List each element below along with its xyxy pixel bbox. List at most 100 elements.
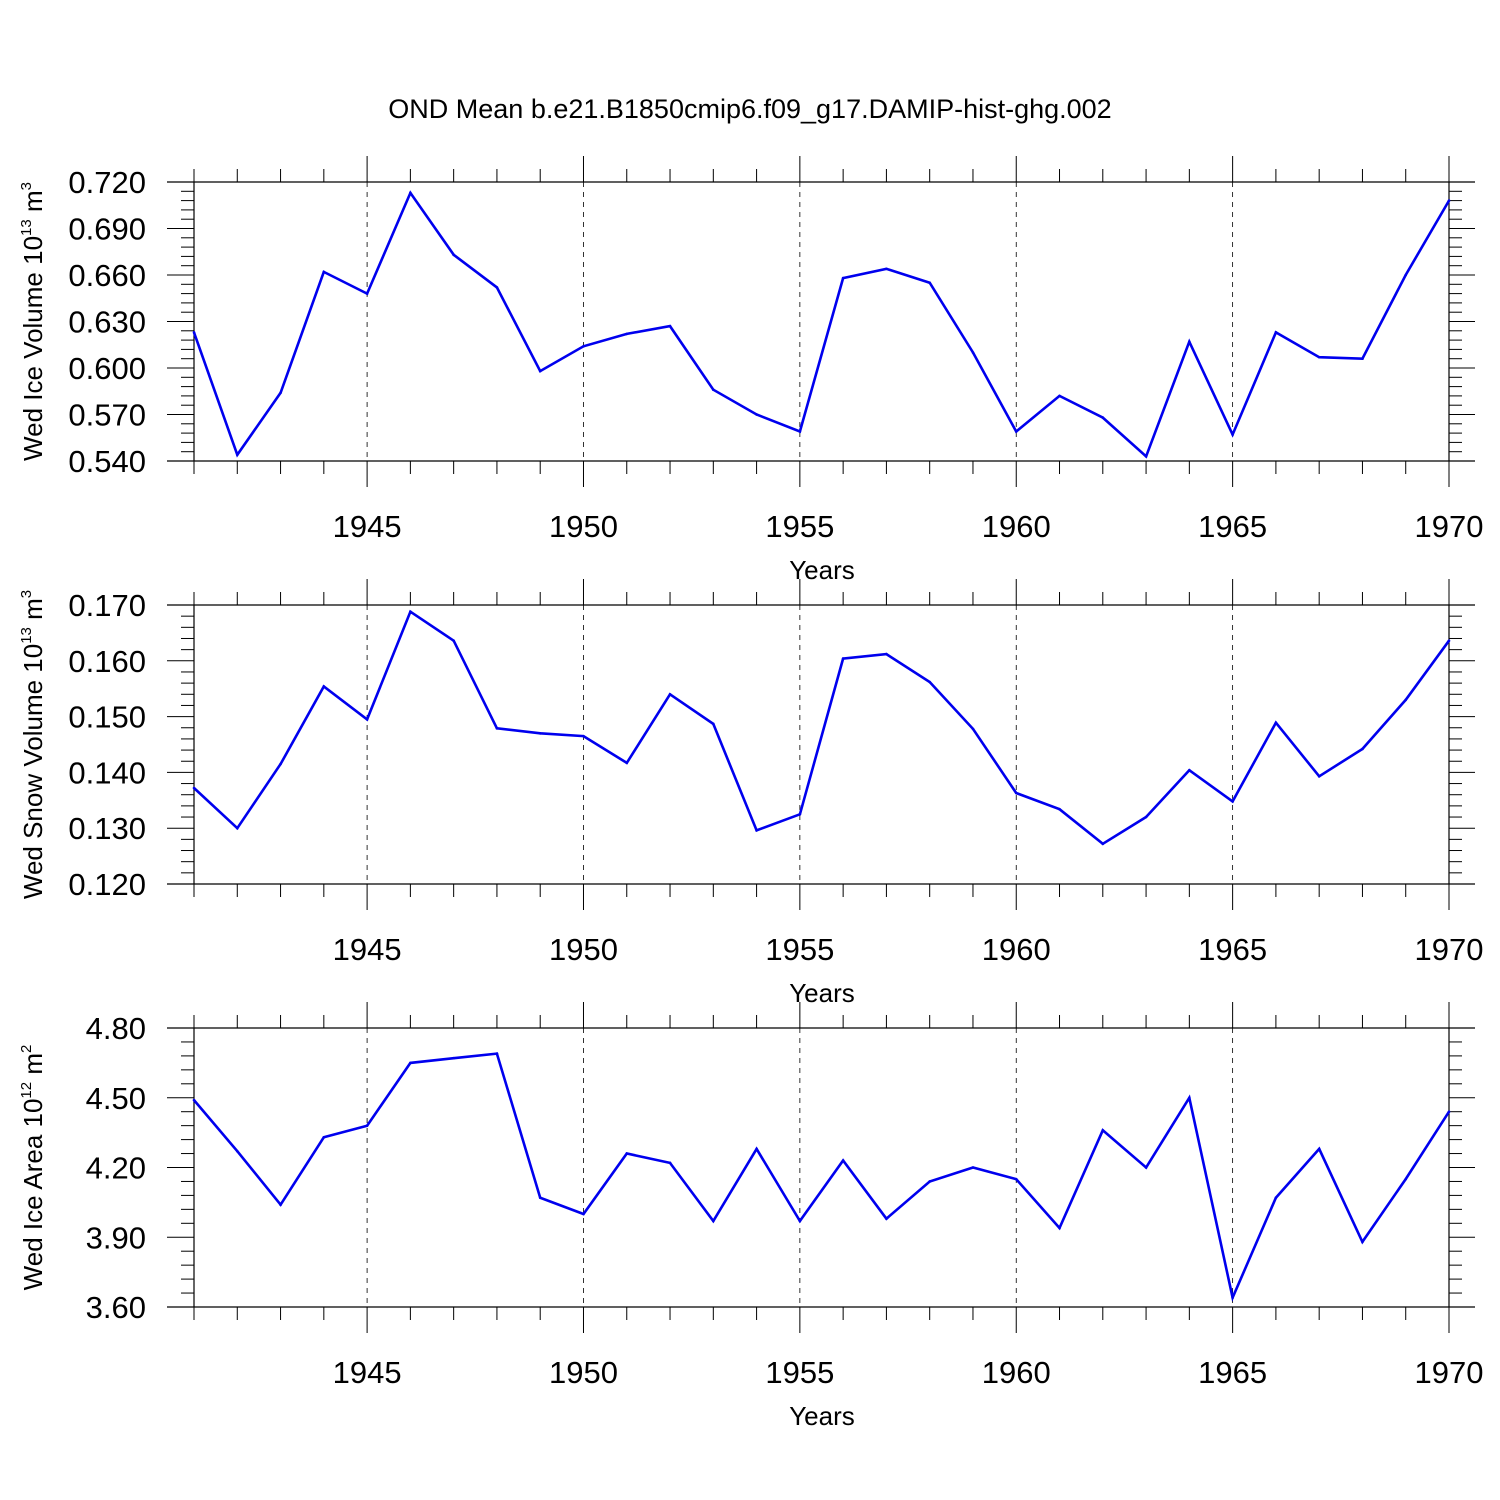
data-point [1447, 199, 1451, 202]
x-axis-label: Years [789, 555, 855, 585]
data-point [1361, 747, 1364, 751]
data-point [1317, 775, 1321, 778]
data-point [928, 680, 931, 684]
data-point [409, 1061, 412, 1065]
data-point [625, 332, 629, 336]
data-point [1101, 842, 1105, 846]
data-point [409, 191, 412, 195]
y-tick-label: 0.600 [68, 351, 146, 386]
chart-title: OND Mean b.e21.B1850cmip6.f09_g17.DAMIP-… [388, 94, 1111, 124]
x-tick-label: 1970 [1415, 1355, 1484, 1390]
data-point [712, 1219, 715, 1223]
data-point [452, 1056, 455, 1060]
ice-area-panel: 4.80 4.50 4.20 3.90 3.60 1945 1950 1955 1960 1965… [18, 1002, 1483, 1431]
data-point [1274, 1196, 1278, 1200]
series-line [193, 1052, 1451, 1302]
data-point [885, 1217, 888, 1220]
data-point [365, 1124, 369, 1127]
data-point [928, 1180, 931, 1183]
y-tick-label: 0.630 [68, 305, 146, 340]
data-point [1058, 394, 1061, 398]
y-axis-label: Wed Ice Volume 1013 m3 [18, 182, 48, 461]
data-point [755, 1147, 758, 1151]
data-point [1014, 430, 1018, 433]
data-point [582, 345, 585, 348]
data-point [755, 829, 758, 832]
data-point [1317, 355, 1321, 359]
data-point [712, 722, 715, 726]
y-axis-label: Wed Ice Area 1012 m2 [18, 1045, 48, 1291]
data-point [1188, 768, 1191, 772]
data-point [1361, 357, 1364, 361]
y-tick-label: 0.140 [68, 755, 146, 790]
data-point [279, 762, 282, 766]
data-point [841, 657, 845, 660]
data-point [322, 685, 326, 688]
snow-volume-panel: 0.170 0.160 0.150 0.140 0.130 0.120 1945 1950 19… [18, 579, 1483, 1008]
x-tick-label: 1960 [982, 932, 1051, 967]
data-point [538, 1196, 542, 1200]
x-tick-label: 1945 [333, 932, 402, 967]
data-point [668, 692, 672, 696]
data-point [322, 1135, 326, 1139]
data-point [798, 1219, 802, 1223]
y-tick-label: 0.690 [68, 212, 146, 247]
x-tick-label: 1965 [1198, 509, 1267, 544]
data-point [971, 727, 975, 731]
y-tick-label: 0.150 [68, 700, 146, 735]
data-point [1058, 807, 1061, 811]
data-point [192, 786, 196, 790]
x-tick-label: 1970 [1415, 932, 1484, 967]
data-point [1101, 1129, 1105, 1132]
data-point [1231, 1296, 1234, 1299]
data-point [841, 1159, 845, 1162]
data-point [365, 718, 369, 721]
y-tick-label: 3.90 [86, 1220, 146, 1255]
x-tick-label: 1950 [549, 932, 618, 967]
series-line [193, 609, 1451, 846]
y-tick-label: 4.20 [86, 1151, 146, 1186]
data-point [538, 732, 542, 735]
data-point [1144, 815, 1148, 819]
data-point [235, 1149, 239, 1153]
data-point [192, 1098, 196, 1102]
y-tick-label: 0.120 [68, 867, 146, 902]
x-tick-label: 1950 [549, 1355, 618, 1390]
y-tick-label: 0.540 [68, 444, 146, 479]
data-point [1058, 1226, 1061, 1230]
data-point [582, 734, 585, 738]
data-point [279, 1203, 282, 1206]
data-point [971, 1166, 975, 1169]
data-point [885, 267, 888, 271]
x-tick-label: 1950 [549, 509, 618, 544]
data-point [625, 1152, 629, 1155]
y-axis-label: Wed Snow Volume 1013 m3 [18, 590, 48, 899]
data-point [192, 331, 196, 334]
data-point [798, 812, 802, 816]
data-point [538, 369, 542, 373]
x-tick-label: 1945 [333, 509, 402, 544]
data-point [712, 388, 715, 392]
y-tick-label: 0.660 [68, 258, 146, 293]
data-point [1188, 340, 1191, 343]
y-tick-label: 0.160 [68, 644, 146, 679]
data-point [365, 292, 369, 295]
data-point [322, 270, 326, 274]
data-point [1317, 1147, 1321, 1151]
data-point [668, 324, 672, 328]
y-tick-label: 0.570 [68, 398, 146, 433]
x-tick-label: 1945 [333, 1355, 402, 1390]
x-tick-label: 1970 [1415, 509, 1484, 544]
data-point [841, 276, 845, 280]
y-tick-label: 3.60 [86, 1290, 146, 1325]
data-point [452, 639, 455, 643]
x-tick-label: 1960 [982, 1355, 1051, 1390]
data-point [1014, 791, 1018, 795]
data-point [235, 453, 239, 457]
data-point [1231, 800, 1234, 803]
data-point [1188, 1096, 1191, 1100]
data-point [1231, 433, 1234, 436]
series-line [192, 190, 1451, 459]
data-point [1404, 698, 1408, 702]
data-point [1274, 721, 1278, 725]
